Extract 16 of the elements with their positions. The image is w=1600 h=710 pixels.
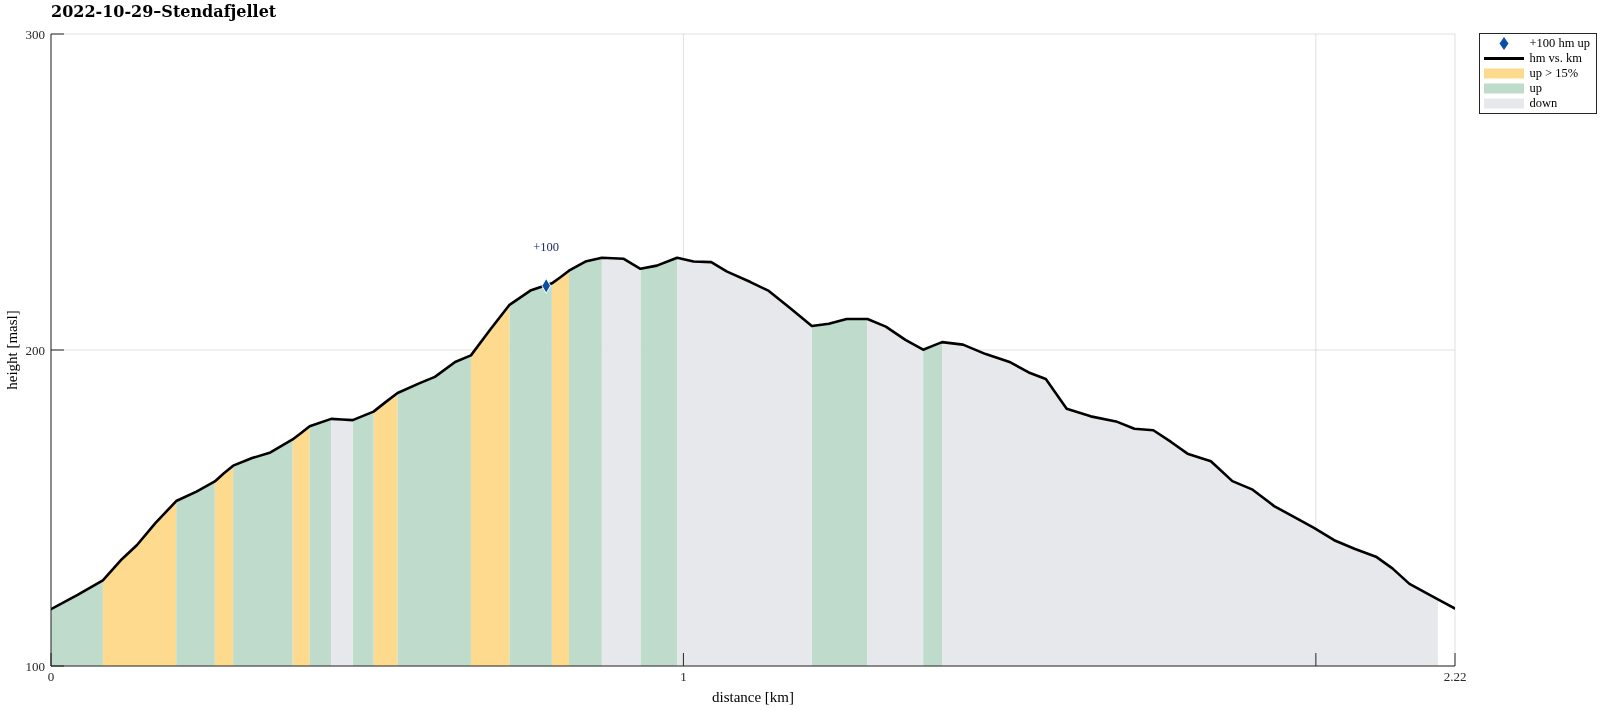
legend-label: hm vs. km [1529, 51, 1582, 65]
y-tick-label: 300 [25, 26, 45, 42]
legend-label: up > 15% [1529, 66, 1579, 80]
legend-label: +100 hm up [1529, 36, 1590, 50]
annotation: +100 [533, 239, 560, 254]
chart-title: 2022-10-29–Stendafjellet [51, 2, 277, 21]
y-axis-title: height [masl] [4, 310, 21, 390]
x-tick-label: 2.22 [1443, 669, 1467, 685]
line-series [51, 256, 1455, 611]
legend-label: up [1529, 81, 1542, 95]
y-tick-label: 200 [25, 342, 45, 358]
legend-label: down [1529, 96, 1558, 110]
y-tick-label: 100 [25, 658, 45, 674]
x-tick-label: 0 [47, 669, 55, 685]
x-axis-title: distance [km] [711, 689, 795, 705]
x-tick-label: 1 [680, 669, 687, 685]
